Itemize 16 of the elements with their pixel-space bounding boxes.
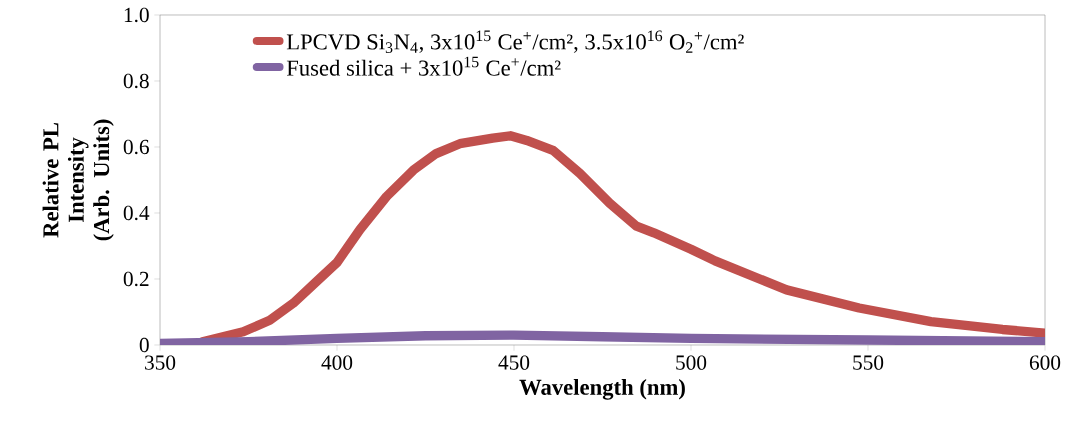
x-tick-label: 400 [321,355,353,370]
x-tick-label: 450 [498,355,530,370]
y-tick-label: 0.8 [123,73,149,89]
y-tick-label: 0.2 [123,271,149,287]
x-tick-label: 500 [676,355,707,370]
y-axis-title: Relative PL Intensity (Arb. Units) [42,119,114,241]
y-tick-label: 1.0 [124,7,149,23]
legend-label: Fused silica + 3x10$^{15}$ Ce$^{+}$/cm² [286,56,561,76]
text: LPCVD Si$_{3}$N$_{4}$, 3x10$^{15}$ Ce$^{+}$/cm², 3.5x10$^{16}$ O$_{2}$$^{+}$/cm² [286,30,744,53]
x-tick-label: 600 [1029,355,1061,370]
x-tick-label: 350 [145,355,176,370]
x-tick-label: 550 [853,355,884,370]
y-tick-label: 0.4 [123,205,150,221]
y-tick-label: 0.6 [123,139,149,155]
x-axis-title: Wavelength (nm) [519,378,685,400]
y-tick-label: 0 [139,337,149,353]
